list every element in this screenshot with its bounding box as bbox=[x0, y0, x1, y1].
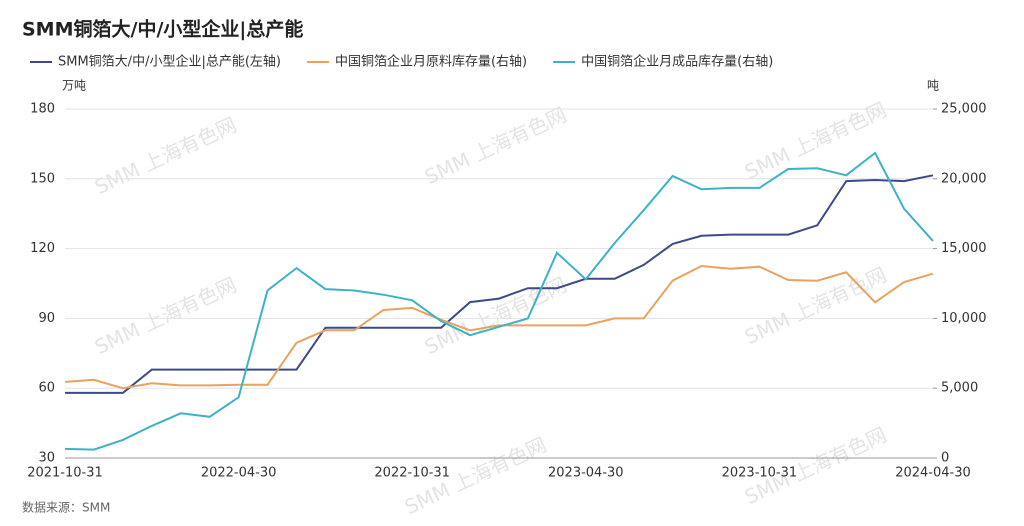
y-tick-label: 180 bbox=[30, 102, 55, 117]
x-tick-label: 2023-04-30 bbox=[548, 466, 624, 481]
watermark: SMM 上海有色网 bbox=[91, 112, 240, 199]
chart-title: SMM铜箔大/中/小型企业|总产能 bbox=[22, 18, 303, 41]
series-line bbox=[64, 151, 934, 451]
y2-tick-label: 10,000 bbox=[941, 311, 987, 326]
y2-tick-label: 5,000 bbox=[941, 381, 978, 396]
watermark: SMM 上海有色网 bbox=[421, 102, 570, 189]
watermark: SMM 上海有色网 bbox=[91, 272, 240, 359]
y2-unit: 吨 bbox=[927, 79, 939, 93]
y-tick-label: 60 bbox=[38, 381, 55, 396]
y-tick-label: 150 bbox=[30, 171, 55, 186]
y2-tick-label: 15,000 bbox=[941, 241, 987, 256]
watermark: SMM 上海有色网 bbox=[741, 262, 890, 349]
y-tick-label: 90 bbox=[38, 311, 55, 326]
y-tick-label: 120 bbox=[30, 241, 55, 256]
watermark: SMM 上海有色网 bbox=[741, 97, 890, 184]
x-tick-label: 2024-04-30 bbox=[895, 466, 971, 481]
source: 数据来源：SMM bbox=[22, 500, 110, 515]
y2-tick-label: 25,000 bbox=[941, 102, 987, 117]
watermarks: SMM 上海有色网 SMM 上海有色网 SMM 上海有色网 SMM 上海有色网 … bbox=[91, 97, 890, 519]
y2-tick-label: 20,000 bbox=[941, 171, 987, 186]
x-tick-label: 2022-04-30 bbox=[201, 466, 277, 481]
x-tick-label: 2021-10-31 bbox=[27, 466, 103, 481]
legend-label: 中国铜箔企业月原料库存量(右轴) bbox=[335, 54, 527, 70]
series-line bbox=[65, 174, 934, 394]
x-tick-label: 2023-10-31 bbox=[722, 466, 798, 481]
x-tick-label: 2022-10-31 bbox=[374, 466, 450, 481]
y-unit: 万吨 bbox=[62, 79, 86, 93]
legend-label: 中国铜箔企业月成品库存量(右轴) bbox=[581, 54, 773, 70]
y-tick-label: 30 bbox=[38, 451, 55, 466]
legend-label: SMM铜箔大/中/小型企业|总产能(左轴) bbox=[58, 54, 281, 70]
y2-tick-label: 0 bbox=[941, 451, 949, 466]
series-line bbox=[64, 264, 934, 390]
watermark: SMM 上海有色网 bbox=[421, 272, 570, 359]
